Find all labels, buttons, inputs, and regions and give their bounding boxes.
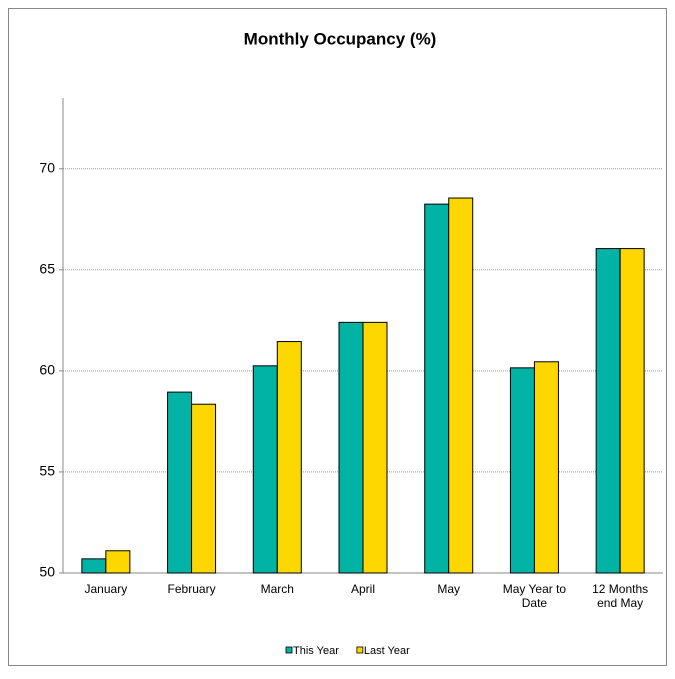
y-tick-label: 65 — [39, 261, 55, 277]
legend-swatch — [356, 646, 364, 654]
x-tick-label: May — [437, 582, 460, 596]
x-tick-label: April — [351, 582, 375, 596]
x-tick-label: 12 Months end May — [592, 582, 648, 610]
y-tick-label: 50 — [39, 564, 55, 580]
y-tick-label: 55 — [39, 463, 55, 479]
legend-swatch — [285, 646, 293, 654]
x-tick-label: February — [168, 582, 216, 596]
bar — [533, 361, 559, 574]
bar — [595, 248, 621, 574]
bar — [167, 391, 193, 574]
bar — [448, 197, 474, 574]
y-tick-label: 70 — [39, 159, 55, 175]
bar — [619, 248, 645, 574]
bar — [338, 321, 364, 574]
x-tick-label: January — [85, 582, 128, 596]
legend-label: Last Year — [364, 645, 410, 657]
x-tick-label: May Year to Date — [503, 582, 567, 610]
bar — [105, 550, 131, 574]
bar — [509, 367, 535, 574]
bar — [81, 558, 107, 574]
legend-label: This Year — [293, 645, 339, 657]
bar — [362, 321, 388, 574]
x-tick-label: March — [261, 582, 294, 596]
bar — [252, 365, 278, 574]
bar — [191, 403, 217, 574]
chart-title: Monthly Occupancy (%) — [244, 29, 437, 48]
bar — [276, 341, 302, 574]
y-tick-label: 60 — [39, 362, 55, 378]
bar — [424, 203, 450, 574]
